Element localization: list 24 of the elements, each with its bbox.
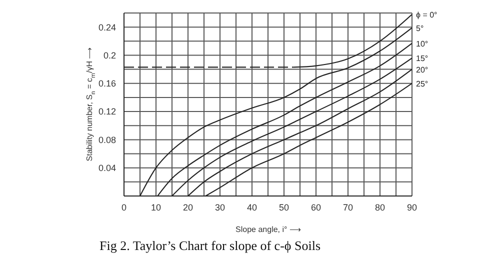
x-axis-title: Slope angle, i° ⟶ bbox=[236, 225, 302, 234]
x-tick-label: 30 bbox=[214, 202, 226, 212]
series-label: 15° bbox=[416, 54, 428, 64]
y-tick-label: 0.08 bbox=[98, 134, 116, 145]
x-tick-label: 80 bbox=[374, 202, 386, 212]
x-tick-label: 70 bbox=[342, 202, 354, 212]
x-tick-label: 20 bbox=[182, 202, 194, 212]
series-label: 25° bbox=[416, 79, 428, 88]
x-tick-label: 50 bbox=[278, 202, 290, 212]
series-label: 20° bbox=[416, 65, 428, 74]
y-tick-label: 0.12 bbox=[98, 106, 116, 117]
y-tick-label: 0.24 bbox=[98, 22, 116, 32]
y-tick-label: 0.2 bbox=[103, 50, 116, 60]
series-label: ϕ = 0° bbox=[416, 10, 438, 20]
series-label: 10° bbox=[416, 39, 428, 48]
x-tick-label: 90 bbox=[406, 202, 418, 212]
x-tick-label: 40 bbox=[246, 202, 258, 212]
series-label: 5° bbox=[416, 24, 424, 33]
y-tick-label: 0.16 bbox=[98, 78, 116, 89]
x-tick-label: 0 bbox=[121, 202, 127, 212]
x-tick-label: 10 bbox=[150, 202, 162, 212]
y-tick-label: 0.04 bbox=[98, 163, 116, 174]
x-tick-label: 60 bbox=[310, 202, 322, 212]
text: Fig 2. Taylor’s Chart for slope of c-ϕ Soils bbox=[98, 238, 322, 254]
